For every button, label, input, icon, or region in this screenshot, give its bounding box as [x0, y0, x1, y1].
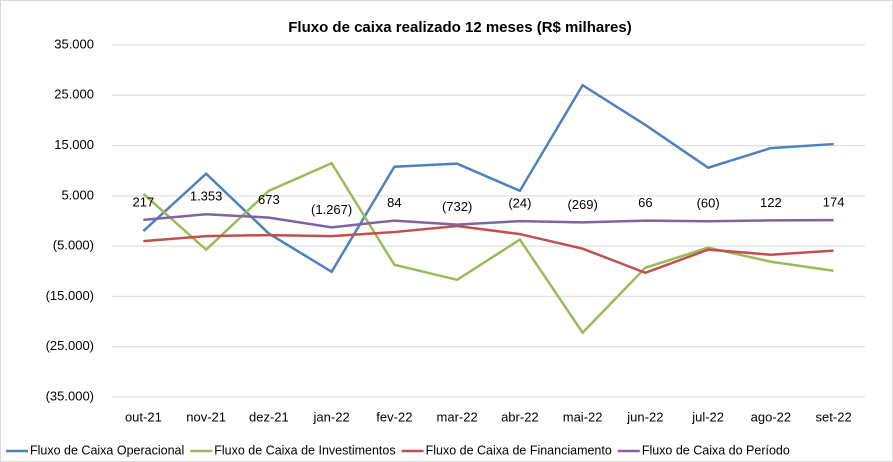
x-tick-label: ago-22 [751, 409, 791, 424]
x-tick-label: set-22 [816, 409, 852, 424]
legend-label: Fluxo de Caixa do Período [642, 443, 790, 457]
x-tick-label: fev-22 [376, 409, 412, 424]
y-tick-label: 35.000 [54, 36, 94, 51]
legend-label: Fluxo de Caixa de Investimentos [214, 443, 395, 457]
y-tick-label: 25.000 [54, 87, 94, 102]
data-label: 673 [258, 192, 280, 207]
data-label: (1.267) [311, 202, 352, 217]
x-tick-label: jan-22 [313, 409, 350, 424]
series-line [143, 212, 834, 229]
data-label: 1.353 [190, 189, 223, 204]
x-tick-label: dez-21 [249, 409, 289, 424]
data-label: (24) [508, 196, 531, 211]
y-tick-label: (15.000) [46, 288, 94, 303]
y-tick-label: 15.000 [54, 137, 94, 152]
data-label: 84 [387, 195, 401, 210]
x-tick-label: mar-22 [437, 409, 478, 424]
y-tick-label: (5.000) [53, 238, 94, 253]
chart-title: Fluxo de caixa realizado 12 meses (R$ mi… [288, 19, 632, 36]
legend-label: Fluxo de Caixa Operacional [30, 443, 184, 457]
series-line [142, 83, 834, 274]
x-tick-label: nov-21 [186, 409, 226, 424]
data-label: 66 [638, 195, 652, 210]
data-label: 174 [823, 195, 845, 210]
y-tick-label: 5.000 [61, 187, 94, 202]
x-tick-label: abr-22 [501, 409, 539, 424]
y-tick-label: (25.000) [46, 338, 94, 353]
legend-label: Fluxo de Caixa de Financiamento [426, 443, 612, 457]
series-line [143, 224, 834, 275]
data-label: (732) [442, 199, 472, 214]
data-label: 122 [760, 195, 782, 210]
y-tick-label: (35.000) [46, 388, 94, 403]
x-tick-label: mai-22 [563, 409, 603, 424]
x-tick-label: jul-22 [691, 409, 724, 424]
data-label: (269) [567, 197, 597, 212]
x-tick-label: jun-22 [626, 409, 663, 424]
x-tick-label: out-21 [125, 409, 162, 424]
data-label: 217 [133, 194, 155, 209]
data-label: (60) [697, 196, 720, 211]
